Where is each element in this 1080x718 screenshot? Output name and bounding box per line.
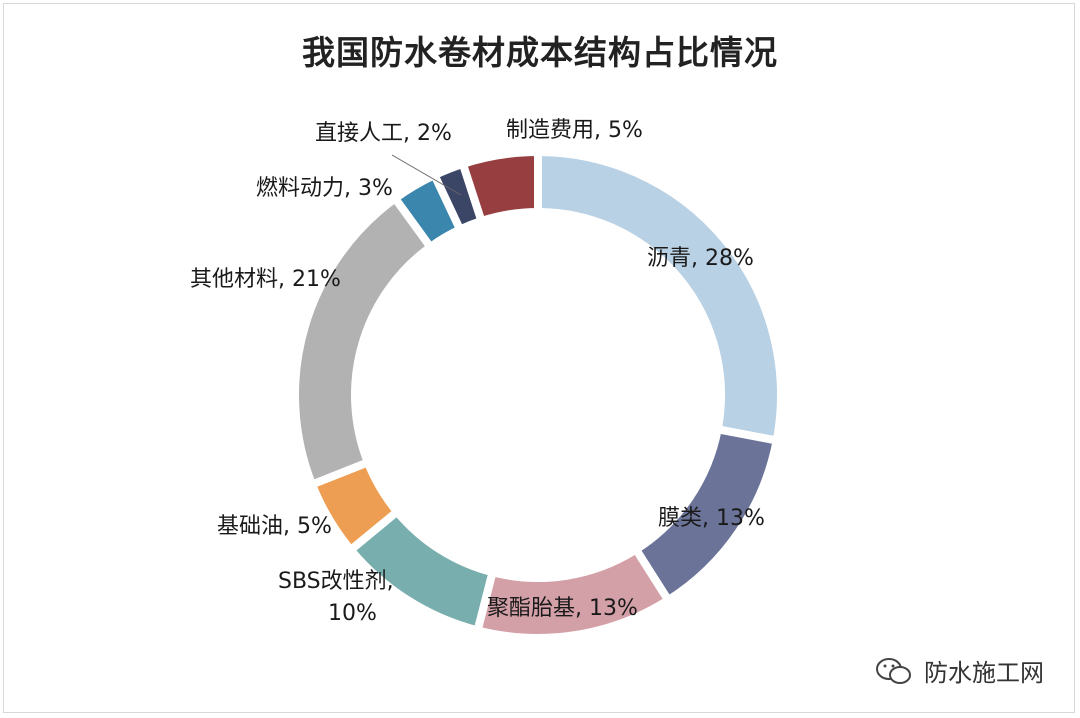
image-frame <box>3 3 1075 713</box>
wechat-icon <box>876 657 911 684</box>
data-label-4: 基础油, 5% <box>217 514 332 539</box>
donut-slice-0 <box>534 147 785 446</box>
data-label-2: 聚酯胎基, 13% <box>487 596 638 621</box>
data-label-7: 直接人工, 2% <box>315 121 452 146</box>
data-label-1: 膜类, 13% <box>658 506 765 531</box>
data-label-5: 其他材料, 21% <box>190 267 341 292</box>
data-label-0: 沥青, 28% <box>647 246 754 271</box>
watermark-text: 防水施工网 <box>924 659 1044 687</box>
watermark: 防水施工网 <box>874 653 1044 688</box>
data-label-3: SBS改性剂, <box>278 569 394 594</box>
data-label-3-line2: 10% <box>328 601 377 626</box>
data-label-6: 燃料动力, 3% <box>256 176 393 201</box>
donut-slice-8 <box>457 147 542 226</box>
chart-title: 我国防水卷材成本结构占比情况 <box>302 33 778 72</box>
donut-slice-5 <box>291 192 437 490</box>
data-label-8: 制造费用, 5% <box>506 118 643 143</box>
donut-slice-2 <box>472 543 674 642</box>
leader-line <box>391 154 462 196</box>
